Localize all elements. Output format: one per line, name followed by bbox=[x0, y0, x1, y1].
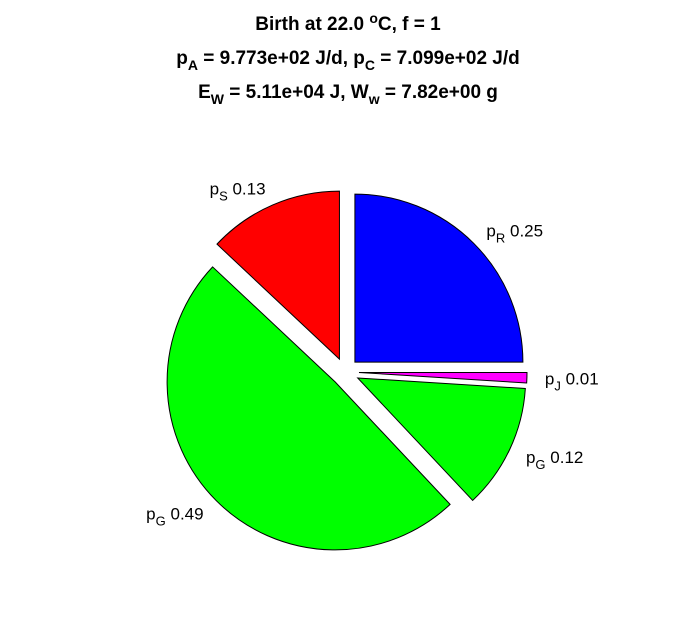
slice-label-p-j-1: pJ 0.01 bbox=[545, 369, 599, 393]
pA-symbol: p bbox=[176, 48, 188, 69]
degree-superscript: o bbox=[369, 10, 378, 26]
title-line-3: EW = 5.11e+04 J, Ww = 7.82e+00 g bbox=[0, 78, 696, 112]
chart-title: Birth at 22.0 oC, f = 1 pA = 9.773e+02 J… bbox=[0, 10, 696, 112]
title-line-1: Birth at 22.0 oC, f = 1 bbox=[0, 10, 696, 44]
pie-slice-p-s-4 bbox=[216, 190, 340, 361]
slice-label-p-g-growth-3: pG 0.49 bbox=[146, 504, 203, 528]
EW-value: = 5.11e+04 J, bbox=[223, 82, 351, 103]
pie-slice-p-g-growth-3 bbox=[166, 266, 451, 551]
pie-slice-p-g-maturity-2 bbox=[356, 377, 526, 502]
Ww-subscript: w bbox=[368, 91, 380, 107]
pA-subscript: A bbox=[187, 57, 198, 73]
slice-label-p-s-4: pS 0.13 bbox=[210, 179, 266, 203]
pie-slice-p-j-1 bbox=[358, 371, 528, 384]
Ww-symbol: W bbox=[350, 82, 369, 103]
pC-value: = 7.099e+02 J/d bbox=[375, 48, 520, 69]
pC-symbol: p bbox=[353, 48, 365, 69]
EW-symbol: E bbox=[198, 82, 211, 103]
Ww-value: = 7.82e+00 g bbox=[379, 82, 498, 103]
EW-subscript: W bbox=[210, 91, 224, 107]
pC-subscript: C bbox=[364, 57, 376, 73]
title-line-2: pA = 9.773e+02 J/d, pC = 7.099e+02 J/d bbox=[0, 44, 696, 78]
slice-label-p-r-0: pR 0.25 bbox=[486, 222, 543, 246]
title-line-1-tail: C, f = 1 bbox=[377, 14, 441, 35]
pie-slice-p-r-0 bbox=[354, 193, 524, 363]
slice-label-p-g-maturity-2: pG 0.12 bbox=[526, 448, 583, 472]
title-line-1-text: Birth at 22.0 bbox=[255, 14, 370, 35]
pA-value: = 9.773e+02 J/d, bbox=[197, 48, 354, 69]
